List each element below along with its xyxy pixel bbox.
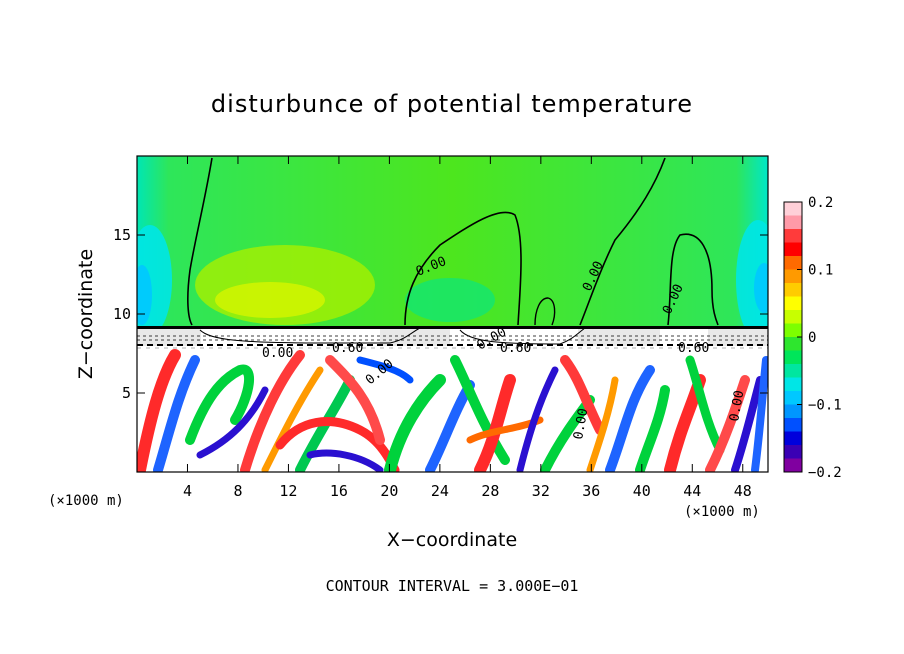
contour-label: 0.60 (500, 341, 531, 356)
colorbar-swatch (784, 404, 802, 419)
x-axis: 4 8 12 16 20 24 28 32 36 40 44 48 (183, 156, 752, 500)
turbulent-eddies (137, 349, 768, 472)
x-tick-label: 32 (532, 482, 550, 500)
colorbar-swatch (784, 269, 802, 284)
colorbar-swatch (784, 310, 802, 324)
contour-label: 0.00 (262, 346, 293, 361)
x-tick-label: 40 (633, 482, 651, 500)
contour-line (534, 297, 556, 326)
x-tick-label: 8 (233, 482, 242, 500)
contour-label: 0.60 (332, 341, 363, 356)
y-axis-label: Z−coordinate (75, 249, 97, 379)
colorbar-tick-label: 0.1 (808, 263, 833, 279)
x-tick-label: 16 (330, 482, 348, 500)
colorbar (783, 201, 803, 473)
colorbar-swatch (784, 323, 802, 338)
chart-title: disturbunce of potential temperature (211, 90, 693, 118)
x-tick-label: 20 (380, 482, 398, 500)
colorbar-swatch (784, 256, 802, 270)
contour-line (187, 157, 213, 326)
colorbar-tick-label: 0.2 (808, 195, 833, 211)
contour-line (667, 233, 719, 326)
colorbar-swatch (784, 229, 802, 243)
x-unit-right: (×1000 m) (684, 504, 760, 520)
colorbar-swatch (784, 202, 802, 216)
plot-field (137, 156, 768, 472)
contour-interval-note: CONTOUR INTERVAL = 3.000E−01 (326, 577, 579, 595)
x-tick-label: 24 (431, 482, 449, 500)
contour-line (404, 211, 522, 326)
colorbar-swatch (784, 337, 802, 351)
x-tick-label: 36 (582, 482, 600, 500)
x-axis-label: X−coordinate (387, 529, 517, 551)
y-tick-label: 10 (113, 305, 131, 323)
x-tick-label: 48 (734, 482, 752, 500)
contour-label: 0.00 (571, 407, 591, 440)
y-tick-label: 5 (122, 384, 131, 402)
colorbar-swatch (784, 418, 802, 432)
x-unit-left: (×1000 m) (48, 493, 124, 509)
colorbar-tick-label: −0.2 (808, 465, 842, 481)
colorbar-swatch (784, 377, 802, 392)
colorbar-swatch (784, 283, 802, 297)
y-tick-label: 15 (113, 226, 131, 244)
colorbar-tick-label: 0 (808, 330, 816, 346)
colorbar-swatch (784, 445, 802, 459)
contour-label: 0.60 (678, 341, 709, 356)
x-tick-label: 44 (683, 482, 701, 500)
y-axis: 5 10 15 (113, 226, 768, 402)
x-tick-label: 12 (279, 482, 297, 500)
colorbar-swatch (784, 215, 802, 230)
x-tick-label: 4 (183, 482, 192, 500)
colorbar-swatch (784, 242, 802, 257)
x-tick-label: 28 (481, 482, 499, 500)
contour-label: 0.00 (727, 389, 747, 422)
colorbar-swatch (784, 296, 802, 311)
colorbar-swatch (784, 431, 802, 446)
colorbar-ticks: 0.2 0.1 0 −0.1 −0.2 (797, 195, 842, 481)
colorbar-tick-label: −0.1 (808, 398, 842, 414)
contour-line (579, 157, 666, 326)
colorbar-swatch (784, 391, 802, 405)
colorbar-swatch (784, 350, 802, 365)
colorbar-swatch (784, 458, 802, 473)
colorbar-swatch (784, 364, 802, 378)
